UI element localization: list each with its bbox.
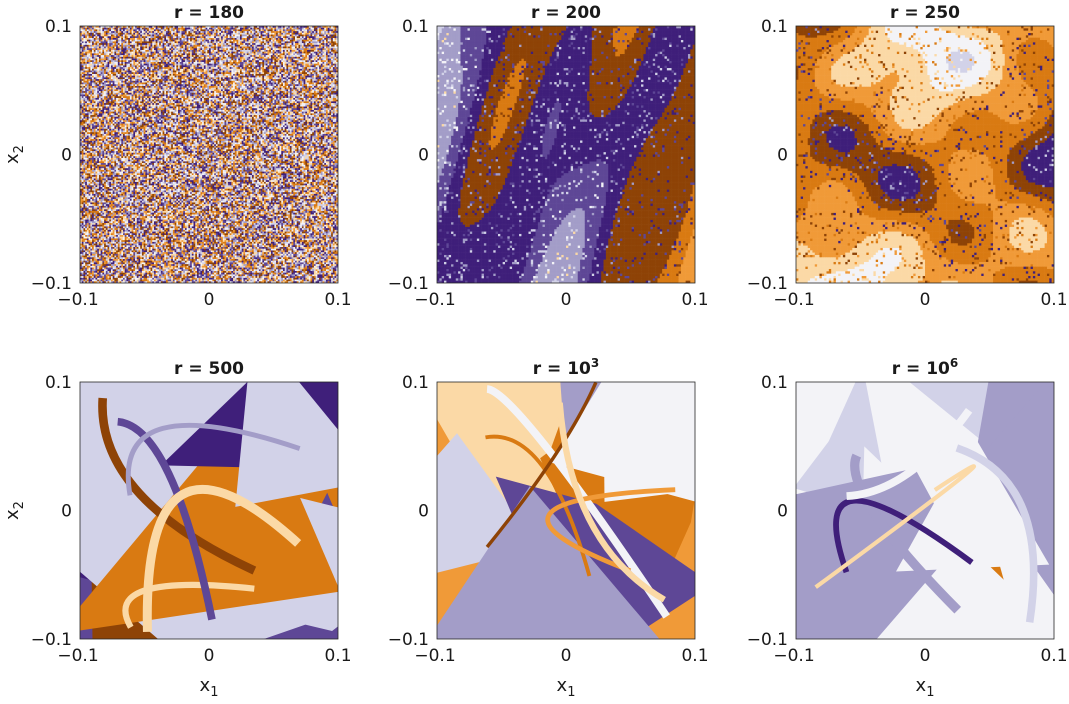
x-tick-label: 0.1	[324, 646, 351, 666]
x-axis-label: x1	[557, 675, 576, 700]
x-tick-label: 0	[920, 290, 931, 310]
panel-title: r = 180	[174, 3, 244, 23]
y-tick-label: 0.1	[402, 17, 429, 37]
y-tick-label: 0.1	[45, 17, 72, 37]
panel-title: r = 106	[892, 356, 959, 379]
panel-1: r = 180−0.1 0 0.10.10−0.1x2	[2, 3, 352, 310]
x-tick-label: 0	[204, 290, 215, 310]
x-tick-label: 0.1	[1040, 290, 1067, 310]
heatmap-2	[437, 26, 695, 283]
x-tick-label: 0.1	[681, 646, 708, 666]
x-axis-label: x1	[200, 675, 219, 700]
y-axis-label: x2	[2, 501, 27, 520]
heatmap-3	[796, 26, 1054, 283]
x-axis-label: x1	[916, 675, 935, 700]
y-tick-label: 0.1	[761, 17, 788, 37]
y-tick-label: −0.1	[747, 274, 788, 294]
y-tick-label: −0.1	[31, 630, 72, 650]
panel-6: r = 106−0.1 0 0.10.10−0.1x1	[694, 310, 1069, 704]
y-tick-label: 0	[777, 146, 788, 166]
x-tick-label: 0	[561, 646, 572, 666]
x-tick-label: 0.1	[681, 290, 708, 310]
y-tick-label: 0.1	[45, 373, 72, 393]
y-tick-label: −0.1	[747, 630, 788, 650]
y-tick-label: 0.1	[402, 373, 429, 393]
x-tick-label: 0	[561, 290, 572, 310]
y-tick-label: −0.1	[31, 274, 72, 294]
y-tick-label: −0.1	[388, 274, 429, 294]
panel-title: r = 500	[174, 359, 244, 379]
panel-3: r = 250−0.1 0 0.10.10−0.1	[747, 3, 1068, 310]
panel-title: r = 250	[890, 3, 960, 23]
y-tick-label: 0	[61, 502, 72, 522]
x-tick-label: 0	[204, 646, 215, 666]
x-tick-label: 0.1	[324, 290, 351, 310]
panel-title: r = 103	[533, 356, 600, 379]
panel-2: r = 200−0.1 0 0.10.10−0.1	[388, 3, 709, 310]
y-axis-label: x2	[2, 145, 27, 164]
y-tick-label: 0	[418, 146, 429, 166]
x-tick-label: 0.1	[1040, 646, 1067, 666]
y-tick-label: 0.1	[761, 373, 788, 393]
heatmap-1	[80, 26, 338, 283]
y-tick-label: 0	[418, 502, 429, 522]
y-tick-label: 0	[61, 146, 72, 166]
y-tick-label: 0	[777, 502, 788, 522]
y-tick-label: −0.1	[388, 630, 429, 650]
x-tick-label: 0	[920, 646, 931, 666]
panel-title: r = 200	[531, 3, 601, 23]
